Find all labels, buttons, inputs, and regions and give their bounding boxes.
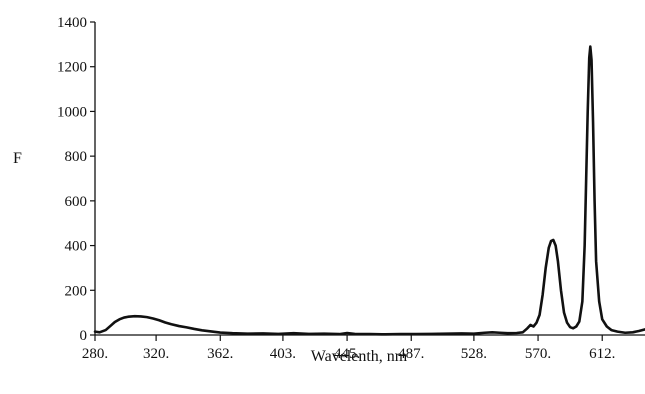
x-tick-label: 528. — [461, 346, 487, 362]
x-ticks: 280. 320. 362. 403. 445. 487. 528. 570. 612. — [82, 335, 615, 362]
y-tick-label: 1200 — [57, 60, 87, 76]
x-tick-label: 445. — [334, 346, 360, 362]
y-tick-label: 0 — [80, 328, 88, 344]
y-tick-label: 1400 — [57, 15, 87, 31]
y-tick-label: 1000 — [57, 104, 87, 120]
y-tick-label: 600 — [65, 194, 88, 210]
x-tick-label: 320. — [143, 346, 169, 362]
y-tick-label: 400 — [65, 239, 88, 255]
spectrum-line — [93, 45, 645, 336]
y-tick-label: 200 — [65, 283, 88, 299]
x-tick-label: 570. — [525, 346, 551, 362]
x-tick-label: 487. — [398, 346, 424, 362]
series-group — [93, 45, 645, 336]
x-tick-label: 403. — [270, 346, 296, 362]
y-ticks: 0 200 400 600 800 1000 1200 1400 — [57, 15, 95, 344]
x-tick-label: 280. — [82, 346, 108, 362]
x-axis-title: Wavelenth, nm — [311, 348, 408, 365]
x-tick-label: 362. — [207, 346, 233, 362]
y-axis-title: F — [13, 150, 22, 167]
x-tick-label: 612. — [589, 346, 615, 362]
y-tick-label: 800 — [65, 149, 88, 165]
